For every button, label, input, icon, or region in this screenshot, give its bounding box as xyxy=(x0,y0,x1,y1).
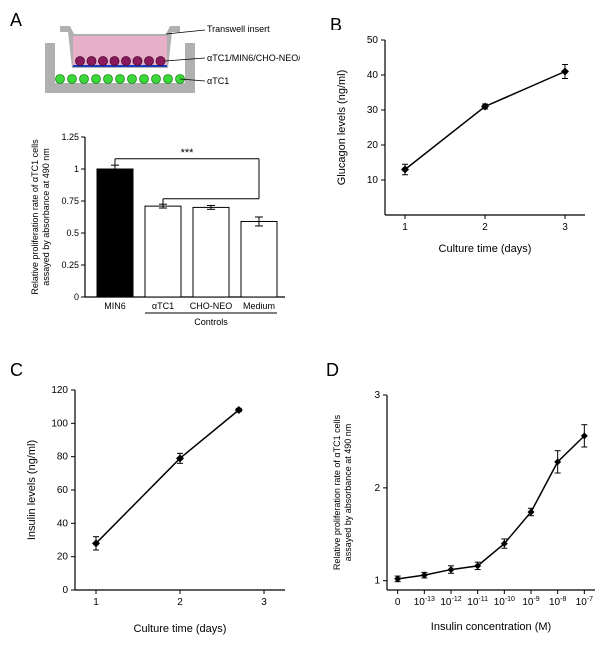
svg-text:***: *** xyxy=(181,147,195,159)
svg-text:Transwell insert: Transwell insert xyxy=(207,24,270,34)
panel-c-chart: 0 20 40 60 80 100 120 1 2 3 Culture time (days) Ins… xyxy=(20,380,300,640)
svg-text:αTC1/MIN6/CHO-NEO/Medium: αTC1/MIN6/CHO-NEO/Medium xyxy=(207,53,300,63)
svg-text:3: 3 xyxy=(261,597,267,608)
svg-text:3: 3 xyxy=(374,390,380,401)
svg-text:0: 0 xyxy=(74,292,79,302)
svg-text:0.75: 0.75 xyxy=(61,196,79,206)
panel-a-diagram: Transwell insert αTC1/MIN6/CHO-NEO/Medium… xyxy=(40,18,300,118)
svg-text:Insulin concentration (M): Insulin concentration (M) xyxy=(431,621,551,633)
svg-text:3: 3 xyxy=(562,222,568,233)
svg-text:1: 1 xyxy=(374,576,380,587)
svg-text:10-10: 10-10 xyxy=(494,596,515,608)
svg-text:120: 120 xyxy=(51,385,68,396)
svg-text:CHO-NEO: CHO-NEO xyxy=(190,301,233,311)
svg-text:10-13: 10-13 xyxy=(414,596,435,608)
svg-text:Relative proliferation rate of: Relative proliferation rate of αTC1 cell… xyxy=(30,139,40,295)
svg-text:1.25: 1.25 xyxy=(61,132,79,142)
svg-text:Controls: Controls xyxy=(194,317,228,327)
svg-text:40: 40 xyxy=(367,70,379,81)
svg-text:60: 60 xyxy=(57,485,69,496)
figure-root: A B C D Transwell insertαTC1/MIN6/CHO-NE… xyxy=(10,10,603,657)
panel-a-label: A xyxy=(10,10,22,31)
svg-text:αTC1: αTC1 xyxy=(152,301,174,311)
svg-text:assayed by absorbance at 490 n: assayed by absorbance at 490 nm xyxy=(343,424,353,562)
svg-text:1: 1 xyxy=(402,222,408,233)
svg-text:1: 1 xyxy=(74,164,79,174)
svg-text:20: 20 xyxy=(367,140,379,151)
svg-text:10: 10 xyxy=(367,175,379,186)
svg-text:20: 20 xyxy=(57,552,69,563)
panel-a-barchart: 0 0.25 0.5 0.75 1 1.25 MIN6 αTC1 CHO-NEO Medium Co… xyxy=(20,122,300,347)
svg-text:1: 1 xyxy=(93,597,99,608)
svg-text:αTC1: αTC1 xyxy=(207,76,229,86)
svg-text:Relative proliferation rate of: Relative proliferation rate of αTC1 cell… xyxy=(332,414,342,570)
svg-text:50: 50 xyxy=(367,35,379,46)
panel-c-label: C xyxy=(10,360,23,381)
svg-text:80: 80 xyxy=(57,452,69,463)
svg-text:Glucagon levels (ng/ml): Glucagon levels (ng/ml) xyxy=(336,70,348,186)
svg-text:2: 2 xyxy=(482,222,488,233)
svg-text:0: 0 xyxy=(62,585,68,596)
svg-text:10-11: 10-11 xyxy=(467,596,488,608)
svg-text:10-12: 10-12 xyxy=(440,596,461,608)
svg-text:10-7: 10-7 xyxy=(576,596,593,608)
svg-text:Culture time (days): Culture time (days) xyxy=(134,623,227,635)
svg-text:assayed by absorbance at 490 n: assayed by absorbance at 490 nm xyxy=(41,148,51,286)
svg-text:10-8: 10-8 xyxy=(549,596,566,608)
svg-text:MIN6: MIN6 xyxy=(104,301,126,311)
svg-text:Insulin levels (ng/ml): Insulin levels (ng/ml) xyxy=(26,440,38,540)
svg-text:Medium: Medium xyxy=(243,301,275,311)
svg-text:30: 30 xyxy=(367,105,379,116)
svg-text:0: 0 xyxy=(395,597,401,608)
panel-d-label: D xyxy=(326,360,339,381)
svg-text:100: 100 xyxy=(51,418,68,429)
svg-text:40: 40 xyxy=(57,518,69,529)
panel-d-chart: 1 2 3 0 10-13 10-12 10-11 10-10 10-9 10-8 10-7 Insu… xyxy=(325,380,605,640)
svg-text:0.25: 0.25 xyxy=(61,260,79,270)
svg-text:2: 2 xyxy=(177,597,183,608)
svg-text:10-9: 10-9 xyxy=(522,596,539,608)
svg-text:2: 2 xyxy=(374,483,380,494)
panel-b-chart: 10 20 30 40 50 1 2 3 Culture time (days) Glucagon… xyxy=(330,30,600,260)
svg-text:0.5: 0.5 xyxy=(66,228,79,238)
svg-text:Culture time (days): Culture time (days) xyxy=(439,243,532,255)
